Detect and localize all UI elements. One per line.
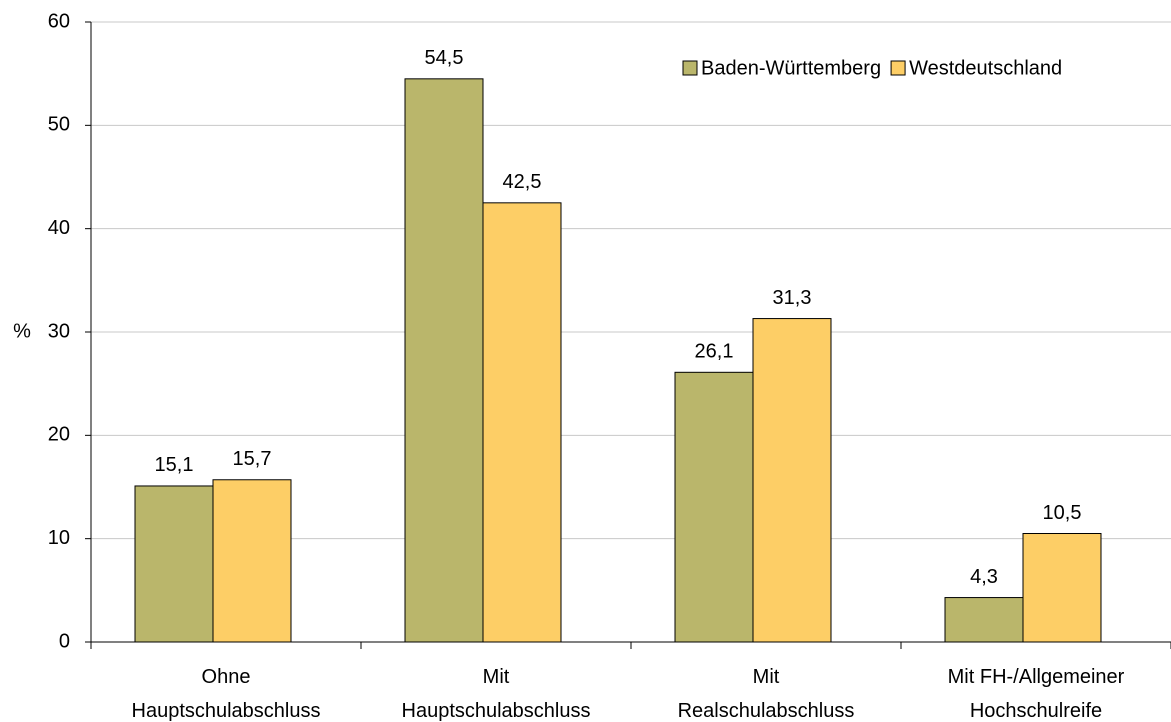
x-tick-label: Mit FH-/Allgemeiner Hochschulreife: [948, 666, 1125, 722]
bar: [752, 318, 832, 643]
y-tick-label: 10: [48, 527, 70, 549]
value-label: 15,7: [233, 448, 272, 470]
legend-label: Baden-Württemberg: [701, 57, 881, 79]
y-tick-label: 50: [48, 114, 70, 136]
legend-label: Westdeutschland: [909, 57, 1062, 79]
legend-swatch: [890, 60, 906, 76]
y-tick-label: 60: [48, 10, 70, 32]
bar: [134, 485, 214, 643]
x-tick-label: Mit Hauptschulabschluss: [402, 666, 591, 722]
x-tick-label-line: Mit: [483, 666, 510, 688]
value-label: 54,5: [425, 47, 464, 69]
y-tick-label: 40: [48, 217, 70, 239]
value-label: 26,1: [695, 341, 734, 363]
y-tick-label: 20: [48, 424, 70, 446]
y-tick-label: 30: [48, 320, 70, 342]
x-tick-label-line: Mit: [753, 666, 780, 688]
x-tick-label: Ohne Hauptschulabschluss: [132, 666, 321, 722]
value-label: 10,5: [1043, 502, 1082, 524]
value-label: 4,3: [970, 566, 998, 588]
x-tick-label: Mit Realschulabschluss: [678, 666, 855, 722]
x-tick-label-line: Hauptschulabschluss: [402, 700, 591, 722]
bar: [404, 78, 484, 643]
x-tick-label-line: Hochschulreife: [970, 700, 1102, 722]
bar: [1022, 533, 1102, 643]
x-tick-label-line: Mit FH-/Allgemeiner: [948, 666, 1125, 688]
value-label: 31,3: [773, 287, 812, 309]
value-label: 15,1: [155, 454, 194, 476]
value-label: 42,5: [503, 171, 542, 193]
y-tick-label: 0: [59, 630, 70, 652]
y-axis-label: %: [13, 320, 31, 342]
bar: [212, 479, 292, 643]
legend-swatch: [682, 60, 698, 76]
x-tick-label-line: Hauptschulabschluss: [132, 700, 321, 722]
bar: [674, 371, 754, 643]
x-tick-label-line: Ohne: [202, 666, 251, 688]
bar: [482, 202, 562, 643]
bar: [944, 597, 1024, 643]
x-tick-label-line: Realschulabschluss: [678, 700, 855, 722]
